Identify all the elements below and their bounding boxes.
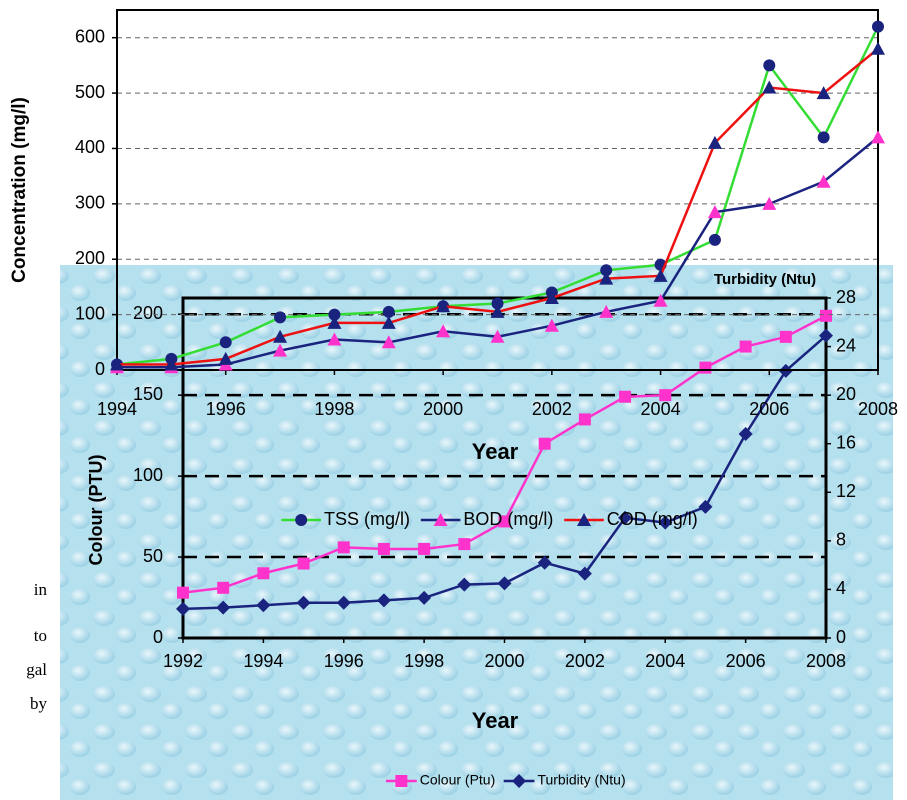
page: {"page_text": ["in", "to", "gal", "by"],… (0, 0, 907, 800)
y2-tick-label: 4 (836, 578, 846, 598)
data-point (257, 567, 269, 579)
y-axis-title: Colour (PTU) (86, 455, 106, 566)
data-point (177, 587, 189, 599)
y-tick-label: 600 (75, 26, 105, 46)
y-tick-label: 50 (143, 546, 163, 566)
x-tick-label: 2000 (423, 399, 463, 419)
y-tick-label: 0 (95, 359, 105, 379)
x-tick-label: 1994 (97, 399, 137, 419)
y2-axis-title: Turbidity (Ntu) (714, 271, 816, 288)
data-point (619, 391, 631, 403)
y2-tick-label: 0 (836, 627, 846, 647)
y-tick-label: 100 (75, 303, 105, 323)
data-point (699, 362, 711, 374)
y2-tick-label: 28 (836, 287, 856, 307)
data-point (220, 336, 232, 348)
side-text: by (30, 694, 48, 713)
y2-tick-label: 12 (836, 481, 856, 501)
legend-label: Turbidity (Ntu) (537, 772, 625, 788)
side-text: gal (26, 660, 47, 679)
y2-tick-label: 24 (836, 335, 856, 355)
data-point (217, 582, 229, 594)
data-point (820, 310, 832, 322)
data-point (338, 541, 350, 553)
legend-label: TSS (mg/l) (324, 509, 410, 529)
x-tick-label: 1992 (163, 651, 203, 671)
y2-tick-label: 16 (836, 432, 856, 452)
x-tick-label: 2000 (484, 651, 524, 671)
y-tick-label: 200 (75, 248, 105, 268)
x-tick-label: 2008 (858, 399, 898, 419)
data-point (871, 130, 885, 143)
data-point (274, 311, 286, 323)
x-tick-label: 2008 (806, 651, 846, 671)
data-point (872, 21, 884, 33)
x-tick-label: 1994 (243, 651, 283, 671)
data-point (709, 234, 721, 246)
legend: TSS (mg/l) BOD (mg/l) COD (mg/l) (281, 509, 697, 529)
chart: in to gal by 050100150200048121620242819… (0, 0, 907, 800)
x-tick-label: 2006 (726, 651, 766, 671)
x-tick-label: 1998 (314, 399, 354, 419)
x-tick-label: 2004 (645, 651, 685, 671)
x-tick-label: 1996 (324, 651, 364, 671)
y-tick-label: 200 (133, 303, 163, 323)
y2-tick-label: 8 (836, 530, 846, 550)
data-point (539, 438, 551, 450)
y-tick-label: 150 (133, 384, 163, 404)
y-tick-label: 100 (133, 465, 163, 485)
y-tick-label: 500 (75, 82, 105, 102)
legend-marker (395, 775, 407, 787)
side-text: in (34, 580, 48, 599)
y-tick-label: 300 (75, 193, 105, 213)
legend-label: BOD (mg/l) (463, 509, 553, 529)
data-point (378, 543, 390, 555)
y2-tick-label: 20 (836, 384, 856, 404)
data-point (740, 341, 752, 353)
x-tick-label: 2006 (749, 399, 789, 419)
y-axis-title: Concentration (mg/l) (9, 97, 30, 283)
data-point (780, 331, 792, 343)
x-tick-label: 1998 (404, 651, 444, 671)
legend-marker (295, 514, 307, 526)
data-point (298, 558, 310, 570)
data-point (458, 538, 470, 550)
y-tick-label: 400 (75, 137, 105, 157)
y-tick-label: 0 (153, 627, 163, 647)
data-point (818, 131, 830, 143)
side-text: to (34, 626, 47, 645)
legend-label: COD (mg/l) (607, 509, 698, 529)
legend-label: Colour (Ptu) (420, 772, 495, 788)
data-point (579, 413, 591, 425)
data-point (418, 543, 430, 555)
data-point (763, 59, 775, 71)
x-tick-label: 1996 (206, 399, 246, 419)
x-tick-label: 2002 (565, 651, 605, 671)
x-axis-title: Year (472, 708, 519, 733)
x-tick-label: 2004 (641, 399, 681, 419)
data-point (871, 42, 885, 55)
x-tick-label: 2002 (532, 399, 572, 419)
x-axis-title: Year (472, 439, 519, 464)
